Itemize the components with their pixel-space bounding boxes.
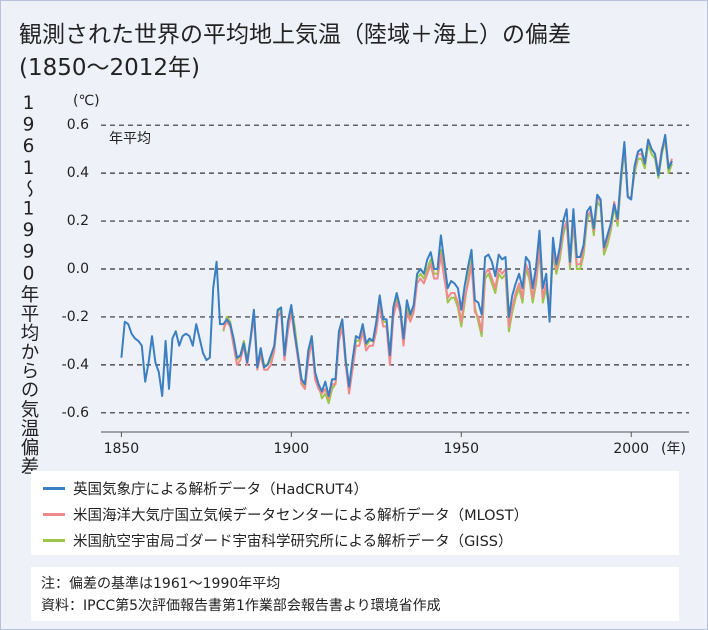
legend-swatch [43, 538, 65, 542]
y-tick-label: 0.6 [67, 117, 89, 133]
chart-subtitle: (1850〜2012年) [19, 55, 201, 81]
legend-item: 米国海洋大気庁国立気候データセンターによる解析データ（MLOST） [43, 501, 528, 527]
series-line [120, 133, 673, 397]
series-line [222, 138, 673, 405]
annotation: 年平均 [109, 131, 151, 147]
chart-title: 観測された世界の平均地上気温（陸域＋海上）の偏差 [19, 22, 571, 48]
note: 資料：IPCC第5次評価報告書第1作業部会報告書より環境省作成 [41, 598, 441, 614]
y-tick-label: -0.2 [62, 309, 89, 325]
x-tick-label: 2000 [613, 441, 649, 457]
legend-label: 米国海洋大気庁国立気候データセンターによる解析データ（MLOST） [73, 507, 529, 524]
legend-item: 英国気象庁による解析データ（HadCRUT4） [43, 475, 368, 501]
y-unit: (℃) [73, 93, 100, 109]
y-tick-label: -0.6 [62, 405, 89, 421]
legend-swatch [43, 486, 65, 490]
legend-item: 米国航空宇宙局ゴダード宇宙科学研究所による解析データ（GISS） [43, 527, 512, 553]
y-axis-label: 1961〜1990年平均からの気温偏差 [18, 93, 39, 476]
x-tick-label: 1900 [274, 441, 310, 457]
legend-label: 米国航空宇宙局ゴダード宇宙科学研究所による解析データ（GISS） [73, 533, 513, 550]
legend: 英国気象庁による解析データ（HadCRUT4） 米国海洋大気庁国立気候データセンタ… [31, 471, 679, 555]
x-unit: (年) [661, 441, 686, 457]
legend-label: 英国気象庁による解析データ（HadCRUT4） [73, 481, 368, 498]
y-tick-label: 0.0 [67, 261, 89, 277]
note: 注：偏差の基準は1961〜1990年平均 [41, 576, 281, 592]
y-tick-label: 0.2 [67, 213, 89, 229]
chart: (℃) 年平均 (年) -0.6 -0.4 -0.2 0.0 0.2 0.4 0.6 1850… [62, 93, 689, 457]
notes: 注：偏差の基準は1961〜1990年平均 資料：IPCC第5次評価報告書第1作業… [31, 567, 679, 621]
y-tick-label: -0.4 [62, 357, 89, 373]
legend-swatch [43, 512, 65, 516]
y-tick-label: 0.4 [67, 165, 89, 181]
x-tick-label: 1850 [104, 441, 140, 457]
x-tick-label: 1950 [443, 441, 479, 457]
